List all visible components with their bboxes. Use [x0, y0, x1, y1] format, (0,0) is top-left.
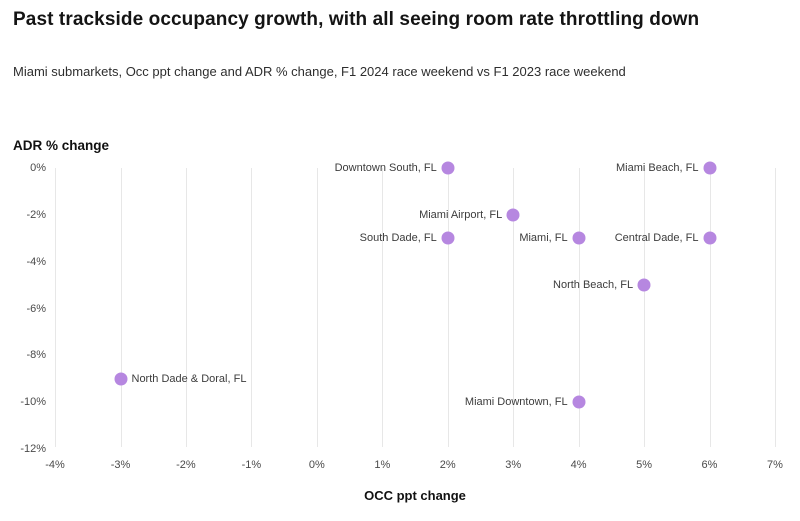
y-axis-tick-label: -8%: [26, 349, 46, 362]
x-axis-tick-label: 2%: [439, 459, 456, 471]
y-axis-tick-label: -12%: [20, 443, 46, 455]
scatter-marker-icon: [572, 395, 586, 409]
y-axis-tick-label: -6%: [26, 302, 46, 315]
vertical-gridline: [775, 168, 776, 447]
x-axis-tick-label: -4%: [45, 459, 65, 471]
vertical-gridline: [513, 168, 515, 447]
data-point-label: Miami Downtown, FL: [464, 396, 568, 409]
vertical-gridline: [447, 168, 449, 447]
x-axis-tick-label: 1%: [374, 459, 391, 471]
data-point-label: Miami Airport, FL: [419, 208, 503, 221]
vertical-gridline: [644, 168, 646, 447]
y-axis-title: ADR % change: [13, 138, 110, 153]
scatter-marker-icon: [637, 278, 651, 292]
x-axis-tick-label: 3%: [505, 459, 522, 471]
scatter-marker-icon: [572, 231, 586, 245]
x-axis-tick-label: 6%: [701, 459, 718, 471]
plot-area: -4% -3% -2% -1% 0% 1% 2% 3% 4% 5% 6% 7% 0% -2% -4% -6% -…: [20, 161, 783, 471]
y-axis-tick-label: -4%: [26, 255, 46, 268]
data-point-label: Miami, FL: [519, 232, 568, 245]
y-axis-tick-label: 0%: [30, 162, 46, 174]
scatter-marker-icon: [441, 161, 455, 175]
data-point-label: South Dade, FL: [359, 232, 437, 245]
vertical-gridline: [55, 168, 56, 447]
vertical-gridline: [578, 168, 580, 447]
x-axis-tick-label: 7%: [767, 459, 783, 471]
x-axis-tick-label: 4%: [570, 459, 587, 471]
scatter-marker-icon: [506, 208, 520, 222]
x-axis-title: OCC ppt change: [364, 488, 466, 503]
vertical-gridline: [120, 168, 122, 447]
vertical-gridline: [185, 168, 187, 447]
y-axis-tick-label: -10%: [20, 396, 46, 409]
scatter-marker-icon: [703, 231, 716, 245]
scatter-marker-icon: [441, 231, 455, 245]
vertical-gridline: [251, 168, 253, 447]
data-point-label: Central Dade, FL: [614, 232, 699, 245]
chart-title: Past trackside occupancy growth, with al…: [13, 9, 700, 30]
vertical-gridline: [709, 168, 711, 447]
x-axis-tick-label: 5%: [636, 459, 653, 471]
x-axis-tick-label: -1%: [241, 459, 262, 471]
x-axis-tick-label: 0%: [308, 459, 325, 471]
scatter-marker-icon: [114, 372, 127, 386]
x-axis-tick-label: -3%: [110, 459, 131, 471]
data-point-label: Miami Beach, FL: [615, 162, 699, 174]
chart-subtitle: Miami submarkets, Occ ppt change and ADR…: [13, 64, 626, 79]
scatter-marker-icon: [703, 161, 716, 175]
vertical-gridline: [382, 168, 384, 447]
vertical-gridline: [316, 168, 318, 447]
x-axis-tick-label: -2%: [176, 459, 196, 471]
data-point-label: North Beach, FL: [553, 279, 634, 292]
y-axis-tick-label: -2%: [26, 208, 46, 221]
data-point-label: Downtown South, FL: [334, 162, 437, 174]
data-point-label: North Dade & Doral, FL: [131, 372, 247, 385]
